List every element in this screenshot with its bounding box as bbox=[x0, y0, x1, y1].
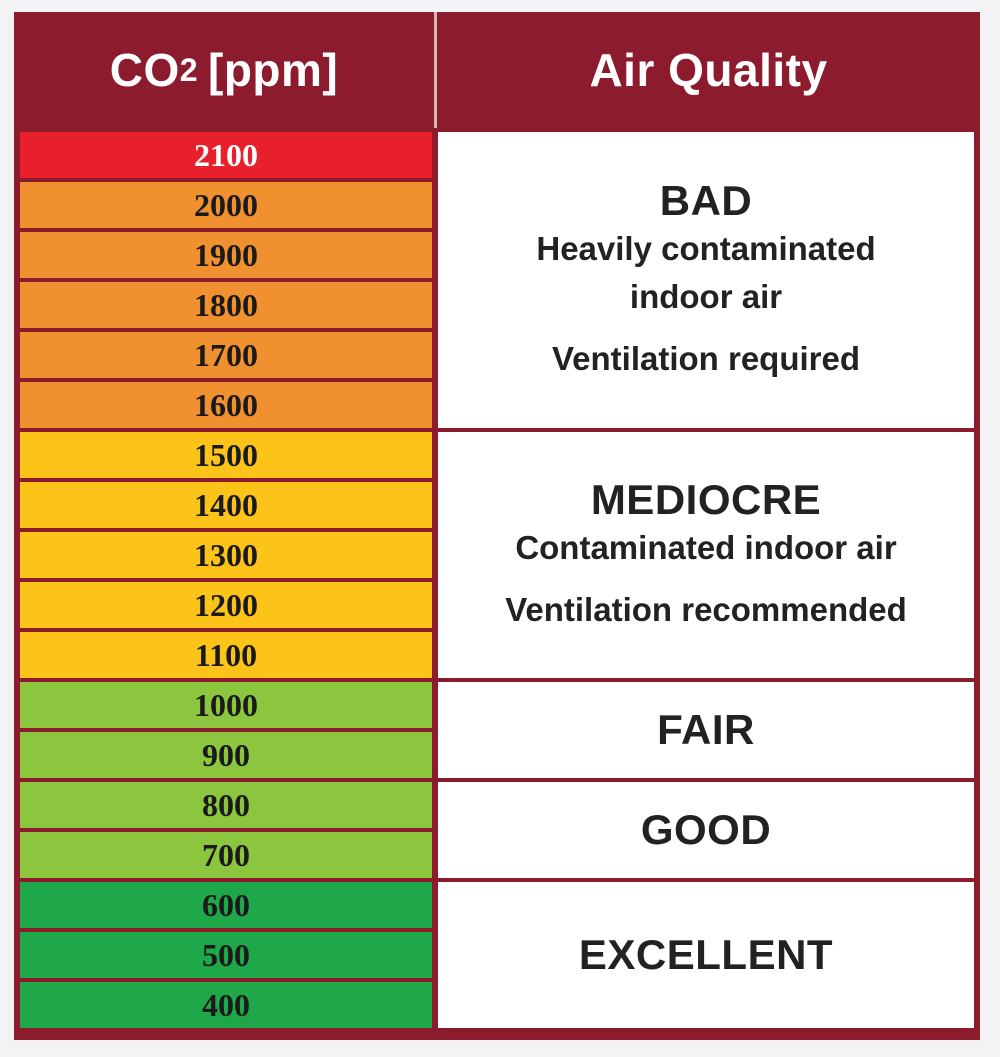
quality-group-excellent: EXCELLENT bbox=[438, 882, 974, 1028]
quality-description: Contaminated indoor air bbox=[515, 529, 897, 567]
quality-title: BAD bbox=[659, 177, 753, 225]
quality-title: FAIR bbox=[657, 706, 755, 753]
ppm-level-row: 1300 bbox=[20, 532, 432, 578]
quality-group-fair: FAIR bbox=[438, 682, 974, 778]
ppm-level-row: 1900 bbox=[20, 232, 432, 278]
ppm-level-row: 400 bbox=[20, 982, 432, 1028]
ppm-level-row: 1600 bbox=[20, 382, 432, 428]
ppm-level-row: 900 bbox=[20, 732, 432, 778]
table-header: CO 2 [ppm] Air Quality bbox=[14, 12, 980, 128]
co2-label-subscript: 2 bbox=[179, 51, 199, 88]
ppm-level-row: 1800 bbox=[20, 282, 432, 328]
co2-label-unit: [ppm] bbox=[208, 44, 339, 96]
ppm-level-row: 2000 bbox=[20, 182, 432, 228]
ppm-level-row: 1100 bbox=[20, 632, 432, 678]
ppm-level-row: 600 bbox=[20, 882, 432, 928]
quality-title: EXCELLENT bbox=[578, 931, 834, 978]
air-quality-header: Air Quality bbox=[589, 44, 828, 96]
ppm-level-row: 1200 bbox=[20, 582, 432, 628]
quality-group-mediocre: MEDIOCRE Contaminated indoor air Ventilati… bbox=[438, 432, 974, 678]
ppm-level-row: 2100 bbox=[20, 132, 432, 178]
ppm-level-row: 800 bbox=[20, 782, 432, 828]
co2-air-quality-table: CO 2 [ppm] Air Quality 2100 2000 1900 1800 170… bbox=[14, 12, 980, 1040]
ppm-level-row: 1500 bbox=[20, 432, 432, 478]
co2-ppm-header: CO 2 [ppm] bbox=[14, 12, 434, 128]
quality-title: GOOD bbox=[640, 806, 772, 853]
quality-title: MEDIOCRE bbox=[590, 476, 822, 524]
ppm-level-row: 1700 bbox=[20, 332, 432, 378]
ventilation-note: Ventilation required bbox=[551, 339, 861, 377]
quality-group-bad: BAD Heavily contaminated indoor air Ventila… bbox=[438, 132, 974, 428]
ppm-level-row: 1400 bbox=[20, 482, 432, 528]
ppm-level-row: 500 bbox=[20, 932, 432, 978]
header-divider bbox=[434, 12, 437, 128]
ventilation-note: Ventilation recommended bbox=[505, 591, 907, 628]
quality-group-good: GOOD bbox=[438, 782, 974, 878]
quality-description: indoor air bbox=[629, 278, 783, 316]
ppm-level-row: 1000 bbox=[20, 682, 432, 728]
quality-description: Heavily contaminated bbox=[536, 230, 876, 268]
co2-label-prefix: CO bbox=[109, 44, 180, 96]
ppm-level-row: 700 bbox=[20, 832, 432, 878]
